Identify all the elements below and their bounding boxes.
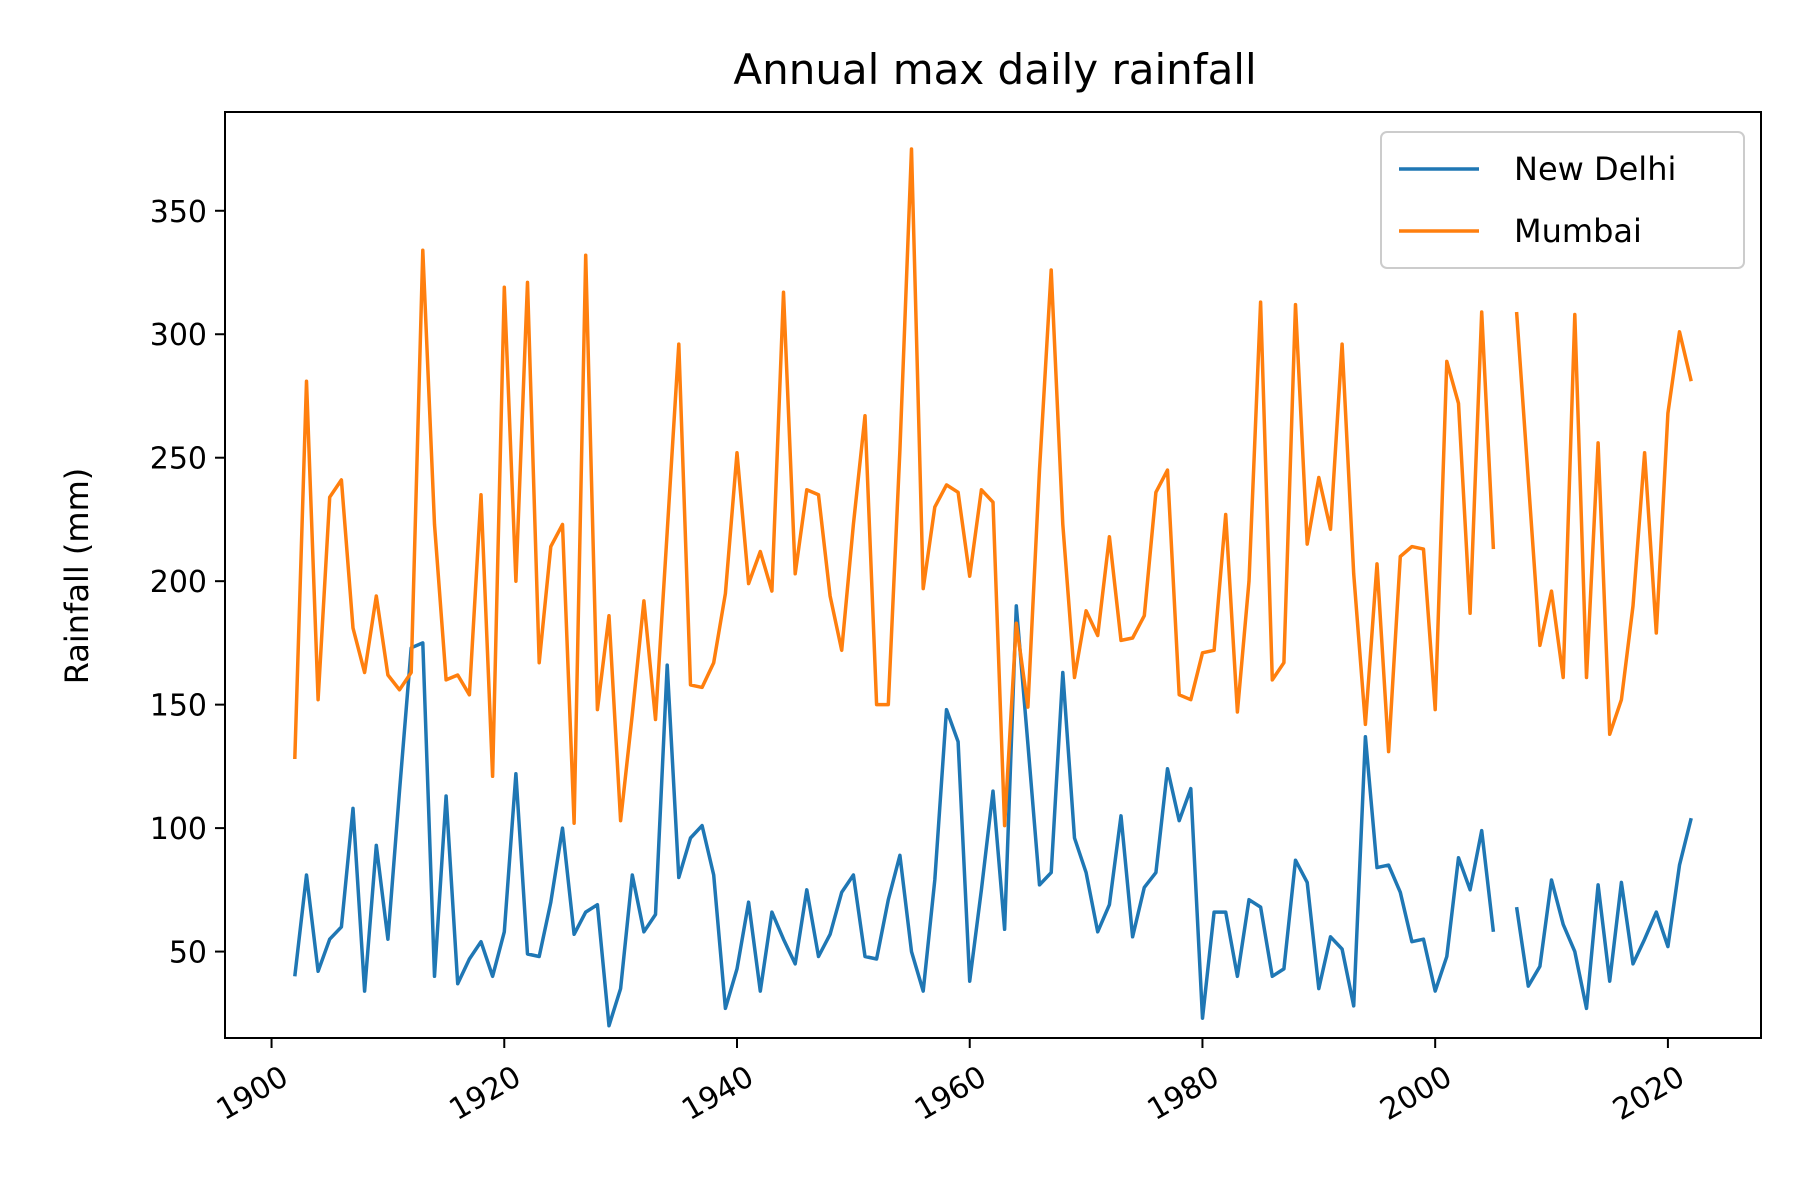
y-tick-label: 150 xyxy=(150,689,207,724)
legend-box xyxy=(1380,131,1745,269)
legend-label: New Delhi xyxy=(1514,150,1676,188)
series-layer xyxy=(293,147,1693,1028)
y-tick-label: 100 xyxy=(150,812,207,847)
legend: New Delhi Mumbai xyxy=(1380,131,1745,269)
y-axis: 50 100 150 200 250 300 350 xyxy=(150,195,225,971)
y-tick-label: 50 xyxy=(169,936,207,971)
series-line-mumbai xyxy=(293,147,1693,828)
y-tick-label: 250 xyxy=(150,442,207,477)
plot-frame xyxy=(224,111,1762,1039)
legend-label: Mumbai xyxy=(1514,212,1642,250)
y-tick-label: 350 xyxy=(150,195,207,230)
y-axis-label: Rainfall (mm) xyxy=(58,468,96,684)
chart-title: Annual max daily rainfall xyxy=(733,45,1256,94)
series-line-new-delhi xyxy=(293,604,1693,1028)
y-tick-label: 300 xyxy=(150,318,207,353)
y-tick-label: 200 xyxy=(150,565,207,600)
